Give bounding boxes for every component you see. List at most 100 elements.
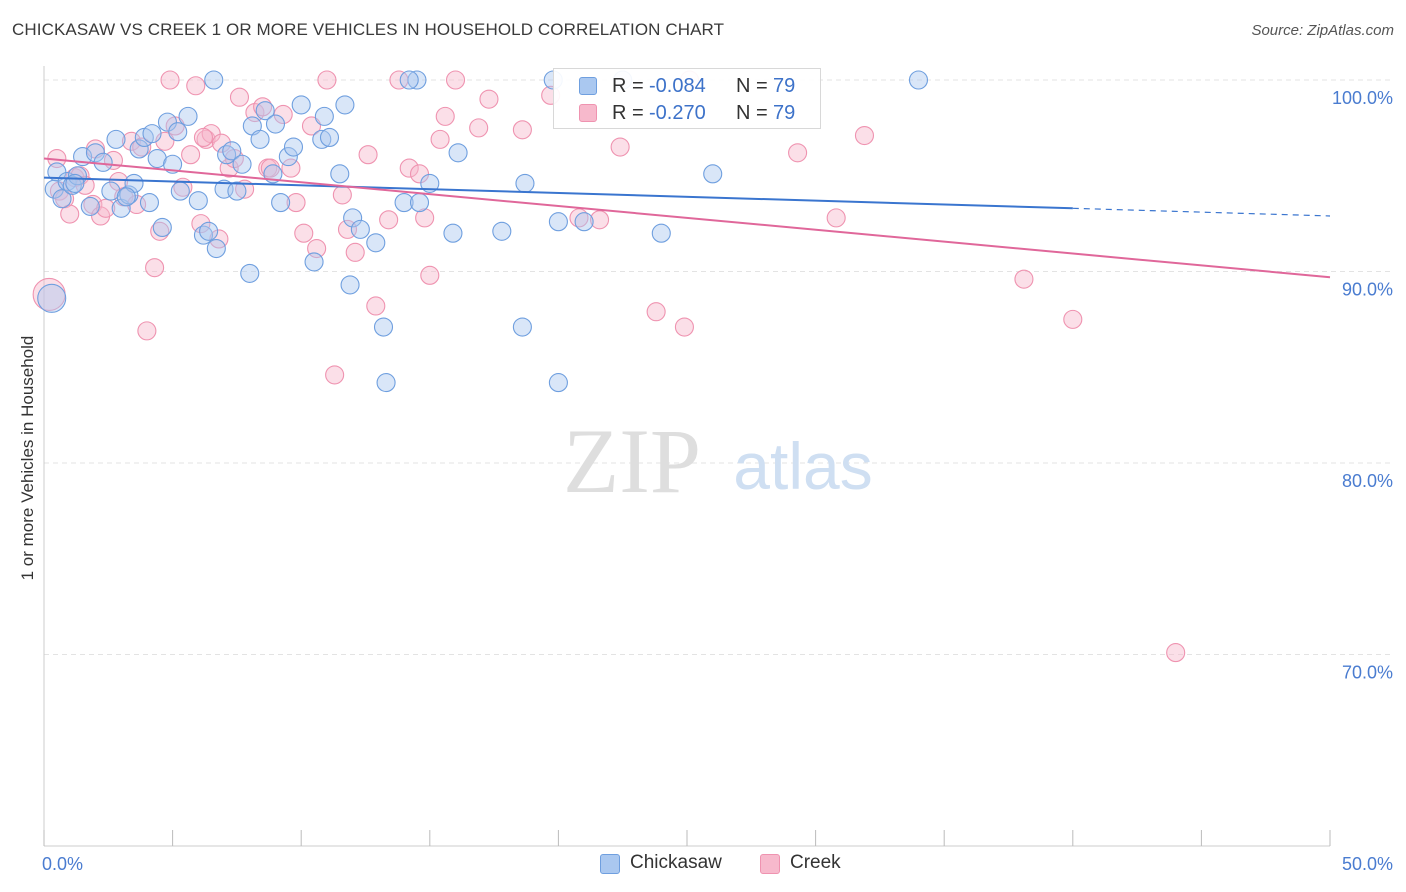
chickasaw-point	[142, 124, 162, 144]
creek-point	[415, 208, 435, 228]
chickasaw-point	[283, 137, 304, 157]
chickasaw-swatch	[600, 854, 620, 874]
chickasaw-point	[67, 166, 87, 186]
chickasaw-point	[409, 193, 430, 213]
creek-point	[193, 127, 214, 147]
creek-trend-line	[43, 157, 1331, 279]
chickasaw-point	[350, 219, 370, 239]
chickasaw-point	[65, 173, 85, 193]
creek-point	[332, 185, 352, 205]
n-value: 79	[773, 102, 796, 124]
chickasaw-point	[304, 252, 324, 272]
creek-point	[137, 321, 157, 341]
creek-point	[854, 125, 875, 146]
chickasaw-point	[52, 189, 72, 209]
creek-point	[281, 158, 301, 178]
creek-point	[273, 104, 293, 125]
x-tick-label: 50.0%	[1342, 854, 1393, 874]
chickasaw-point	[548, 373, 568, 393]
chickasaw-point	[57, 171, 77, 192]
chickasaw-point	[574, 212, 594, 232]
creek-point	[181, 145, 201, 165]
chickasaw-trend-extension	[1072, 207, 1331, 217]
chickasaw-point	[193, 225, 214, 245]
legend-label: Chickasaw	[630, 852, 722, 873]
chickasaw-point	[129, 139, 149, 159]
y-tick-label: 70.0%	[1342, 663, 1393, 683]
creek-point	[186, 76, 206, 96]
chickasaw-point	[199, 221, 219, 241]
creek-point	[191, 214, 211, 234]
chickasaw-point	[188, 191, 208, 211]
chickasaw-point	[85, 143, 105, 163]
chickasaw-point	[443, 223, 463, 243]
axes	[43, 66, 1331, 847]
y-tick-label: 80.0%	[1342, 471, 1393, 491]
chickasaw-point	[168, 122, 188, 142]
creek-swatch	[760, 854, 780, 874]
chart-title: CHICKASAW VS CREEK 1 OR MORE VEHICLES IN…	[12, 20, 725, 39]
chickasaw-trend-line	[43, 176, 1073, 210]
creek-point	[399, 158, 419, 178]
creek-point	[145, 258, 165, 278]
chickasaw-point	[908, 70, 929, 90]
creek-point	[211, 133, 232, 153]
y-tick-label: 100.0%	[1332, 88, 1393, 108]
creek-point	[379, 210, 399, 230]
legend-label: Creek	[790, 852, 841, 873]
chickasaw-point	[271, 193, 291, 213]
r-label: R =	[612, 75, 644, 97]
creek-point	[301, 116, 322, 136]
creek-point	[121, 131, 141, 151]
chickasaw-point	[314, 106, 334, 126]
creek-point	[430, 129, 450, 149]
chickasaw-point	[330, 164, 350, 184]
y-tick-label: 90.0%	[1342, 280, 1393, 300]
watermark-atlas: atlas	[733, 429, 872, 503]
chickasaw-point	[163, 154, 183, 174]
creek-swatch	[579, 104, 597, 122]
creek-point	[60, 204, 80, 224]
n-value: 79	[773, 75, 796, 97]
creek-point	[512, 120, 532, 140]
chickasaw-point	[335, 95, 355, 115]
chickasaw-point	[394, 193, 414, 213]
source-label: Source: ZipAtlas.com	[1251, 22, 1394, 39]
chickasaw-point	[255, 101, 275, 121]
r-label: R =	[612, 102, 644, 124]
chickasaw-swatch	[579, 77, 597, 95]
chickasaw-point	[265, 114, 286, 134]
chickasaw-point	[548, 212, 568, 232]
chickasaw-point	[152, 217, 172, 238]
creek-point	[826, 208, 846, 228]
chickasaw-point	[232, 154, 252, 174]
creek-point	[325, 365, 345, 385]
chickasaw-point	[222, 141, 242, 161]
creek-point	[317, 70, 337, 90]
creek-point	[409, 164, 430, 184]
chickasaw-point	[399, 70, 419, 90]
chickasaw-point	[312, 129, 332, 149]
chickasaw-point	[278, 147, 298, 167]
creek-point	[788, 143, 808, 163]
creek-point	[646, 302, 666, 322]
chickasaw-points	[37, 70, 929, 393]
chickasaw-point	[366, 233, 386, 253]
chickasaw-point	[227, 181, 247, 201]
trend-lines	[43, 157, 1331, 279]
chickasaw-point	[703, 164, 723, 184]
chickasaw-point	[250, 129, 270, 149]
chickasaw-point	[373, 317, 394, 337]
n-label: N =	[736, 75, 768, 97]
chickasaw-point	[178, 106, 198, 126]
chickasaw-point	[343, 208, 363, 228]
chickasaw-point	[217, 145, 237, 165]
chickasaw-point	[206, 238, 226, 259]
chickasaw-point	[37, 283, 67, 313]
chickasaw-point	[106, 129, 126, 149]
creek-point	[366, 296, 386, 316]
creek-point	[445, 70, 466, 90]
chickasaw-point	[319, 127, 340, 147]
watermark-zip: ZIP	[563, 410, 701, 512]
